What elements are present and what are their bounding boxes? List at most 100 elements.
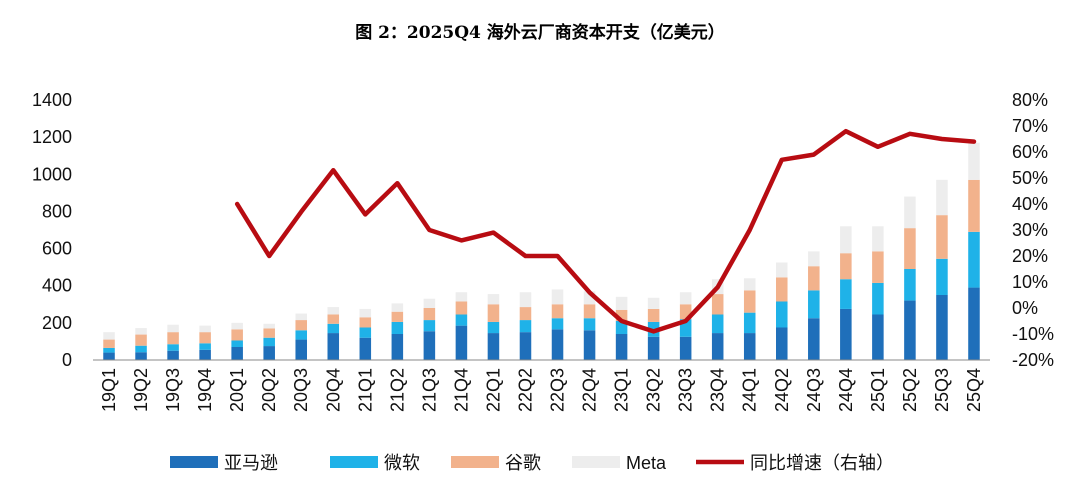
left-y-tick-label: 1200 [32,127,72,147]
bar-segment [135,328,147,335]
bar-segment [327,314,340,324]
stacked-bars [103,142,980,360]
bar-segment [199,349,211,360]
x-tick-label: 21Q4 [451,368,471,412]
bar-segment [519,307,532,321]
right-y-tick-label: 40% [1012,194,1048,214]
right-y-tick-label: 50% [1012,168,1048,188]
bar-segment [743,312,756,334]
bar-segment [872,282,884,315]
right-y-tick-label: 70% [1012,116,1048,136]
bar-segment [263,346,275,360]
legend-swatch [572,456,620,468]
bar-segment [776,327,788,360]
growth-rate-series-line [234,128,977,334]
x-tick-label: 25Q3 [932,368,952,412]
legend-swatch [451,456,499,468]
x-tick-label: 24Q1 [740,368,760,412]
bar-segment [615,296,628,310]
bar-segment [647,308,660,322]
bar-segment [711,333,724,360]
x-tick-label: 20Q2 [259,368,279,412]
bar-segment [263,323,275,329]
bar-segment [295,330,307,340]
right-y-tick-label: 30% [1012,220,1048,240]
bar-segment [295,313,307,321]
bar-segment [199,332,211,344]
x-tick-label: 22Q1 [483,368,503,412]
bar-segment [808,266,820,291]
x-tick-label: 22Q4 [580,368,600,412]
x-tick-label: 19Q1 [99,368,119,412]
bar-segment [743,333,756,360]
x-tick-label: 24Q2 [772,368,792,412]
bar-segment [167,350,179,360]
x-tick-label: 21Q2 [387,368,407,412]
bar-segment [231,329,243,341]
bar-segment [455,314,468,326]
bar-segment [679,336,692,360]
left-y-tick-label: 600 [42,239,72,259]
bar-segment [167,324,179,333]
bar-segment [423,331,436,360]
left-y-tick-label: 0 [62,350,72,370]
bar-segment [551,304,564,319]
bar-segment [840,253,852,280]
bar-segment [840,226,852,254]
bar-segment [103,332,115,340]
bar-segment [423,320,436,332]
x-tick-label: 19Q3 [163,368,183,412]
x-tick-label: 23Q3 [676,368,696,412]
right-y-tick-label: -10% [1012,324,1054,344]
x-tick-label: 21Q3 [419,368,439,412]
bar-segment [487,333,500,360]
bar-segment [840,279,852,309]
growth-rate-line [234,128,977,334]
right-y-tick-label: -20% [1012,350,1054,370]
bar-segment [808,251,820,267]
bar-segment [487,321,500,334]
bar-segment [936,258,948,295]
bar-segment [615,334,628,360]
bar-segment [423,308,436,321]
bar-segment [199,343,211,350]
bar-segment [872,314,884,360]
left-y-tick-label: 400 [42,276,72,296]
bar-segment [968,287,980,360]
bar-segment [519,320,532,333]
bar-segment [936,295,948,360]
legend-label: Meta [626,453,667,473]
legend-label: 亚马逊 [224,453,278,473]
bar-segment [840,308,852,360]
bar-segment [167,332,179,345]
bar-segment [103,352,115,360]
bar-segment [904,196,916,229]
bar-segment [455,301,468,315]
bar-segment [199,325,211,333]
bar-segment [808,318,820,360]
bar-segment [904,269,916,301]
left-y-tick-label: 1400 [32,90,72,110]
bar-segment [391,311,404,322]
bar-segment [583,291,596,305]
bar-segment [872,251,884,283]
bar-segment [391,303,404,312]
x-tick-label: 23Q4 [708,368,728,412]
bar-segment [455,325,468,360]
bar-segment [743,278,756,291]
legend-swatch [170,456,218,468]
bar-segment [583,318,596,331]
bar-segment [231,340,243,347]
bar-segment [776,277,788,302]
left-y-tick-label: 200 [42,313,72,333]
bar-segment [263,328,275,338]
bar-segment [487,294,500,305]
bar-segment [423,298,436,308]
bar-segment [231,347,243,360]
x-tick-label: 19Q2 [131,368,151,412]
x-tick-label: 25Q1 [868,368,888,412]
bar-segment [391,334,404,360]
bar-segment [551,318,564,330]
x-axis-ticks: 19Q1 19Q2 19Q3 19Q4 20Q1 20Q2 20Q3 20Q4 21Q1 21Q2… [99,368,984,412]
